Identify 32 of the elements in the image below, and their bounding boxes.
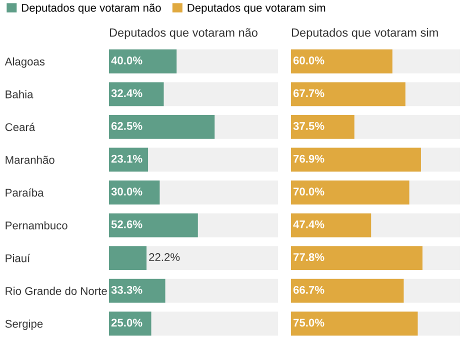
data-label: 40.0% xyxy=(111,56,142,64)
data-label: 25.0% xyxy=(111,318,142,327)
y-tick-label: Paraíba xyxy=(6,188,44,197)
data-label: 75.0% xyxy=(294,318,324,327)
data-label: 70.0% xyxy=(294,188,324,196)
y-tick-label: Piauí xyxy=(6,254,30,262)
bar xyxy=(109,246,147,270)
data-label: 60.0% xyxy=(293,56,324,64)
data-label: 52.6% xyxy=(111,220,142,228)
legend-label: Deputados que votaram sim xyxy=(188,4,326,14)
y-tick-label: Ceará xyxy=(5,122,36,132)
y-tick-label: Pernambuco xyxy=(6,221,68,230)
y-tick-label: Bahia xyxy=(6,90,34,98)
data-label: 23.1% xyxy=(111,154,142,163)
data-label: 22.2% xyxy=(149,253,180,261)
y-tick-label: Rio Grande do Norte xyxy=(6,286,107,295)
data-label: 66.7% xyxy=(293,286,324,294)
chart-title: Deputados que votaram não xyxy=(110,28,258,40)
y-tick-label: Alagoas xyxy=(4,57,45,68)
data-label: 30.0% xyxy=(111,188,142,196)
data-label: 37.5% xyxy=(293,122,324,130)
y-tick-label: Maranhão xyxy=(6,156,54,164)
data-label: 47.4% xyxy=(293,220,324,228)
data-label: 32.4% xyxy=(111,89,142,98)
data-label: 62.5% xyxy=(111,122,142,130)
y-tick-label: Sergipe xyxy=(5,320,43,330)
data-label: 67.7% xyxy=(293,89,324,98)
data-label: 33.3% xyxy=(111,286,142,294)
data-label: 76.9% xyxy=(294,154,324,163)
chart-title: Deputados que votaram sim xyxy=(292,28,438,40)
data-label: 77.8% xyxy=(294,253,324,262)
legend-label: Deputados que votaram não xyxy=(22,4,161,14)
